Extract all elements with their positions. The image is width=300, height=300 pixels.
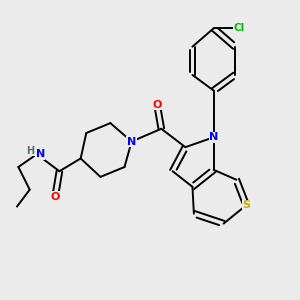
Text: N: N <box>209 132 218 142</box>
Text: S: S <box>242 200 250 210</box>
Text: Cl: Cl <box>233 23 245 33</box>
Text: O: O <box>50 192 60 202</box>
Text: O: O <box>152 100 162 110</box>
Text: N: N <box>127 136 136 146</box>
Text: N: N <box>35 149 45 159</box>
Text: H: H <box>26 146 34 156</box>
